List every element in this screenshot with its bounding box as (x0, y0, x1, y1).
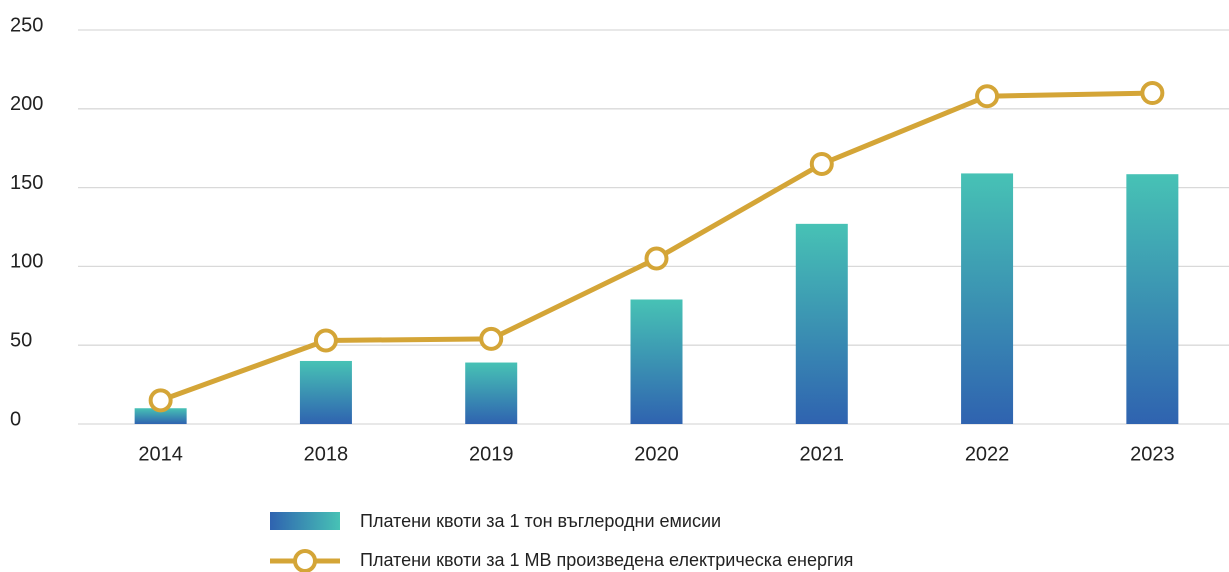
bar (961, 173, 1014, 424)
y-tick-label: 100 (10, 251, 43, 273)
legend-text: Платени квоти за 1 тон въглеродни емисии (360, 511, 721, 531)
x-tick-label: 2021 (800, 443, 845, 465)
line-marker (313, 328, 338, 353)
x-tick-label: 2018 (304, 443, 349, 465)
y-tick-label: 150 (10, 172, 43, 194)
x-tick-label: 2014 (138, 443, 183, 465)
line-marker (148, 388, 173, 413)
y-tick-label: 200 (10, 93, 43, 115)
bar (134, 408, 187, 424)
legend-text: Платени квоти за 1 МВ произведена електр… (360, 550, 853, 570)
x-tick-label: 2022 (965, 443, 1010, 465)
bar (630, 299, 683, 424)
x-tick-label: 2023 (1130, 443, 1175, 465)
x-tick-label: 2019 (469, 443, 514, 465)
bar (795, 223, 848, 424)
line-marker (975, 84, 1000, 109)
line-marker (809, 151, 834, 176)
bar (1126, 174, 1179, 424)
y-tick-label: 0 (10, 408, 21, 430)
bar (465, 362, 518, 424)
x-tick-label: 2020 (634, 443, 679, 465)
line-marker (479, 326, 504, 351)
legend-swatch (270, 512, 340, 530)
y-tick-label: 250 (10, 14, 43, 36)
legend-swatch (293, 549, 317, 572)
line-marker (1140, 81, 1165, 106)
y-tick-label: 50 (10, 329, 32, 351)
line-marker (644, 246, 669, 271)
bar (299, 360, 352, 424)
